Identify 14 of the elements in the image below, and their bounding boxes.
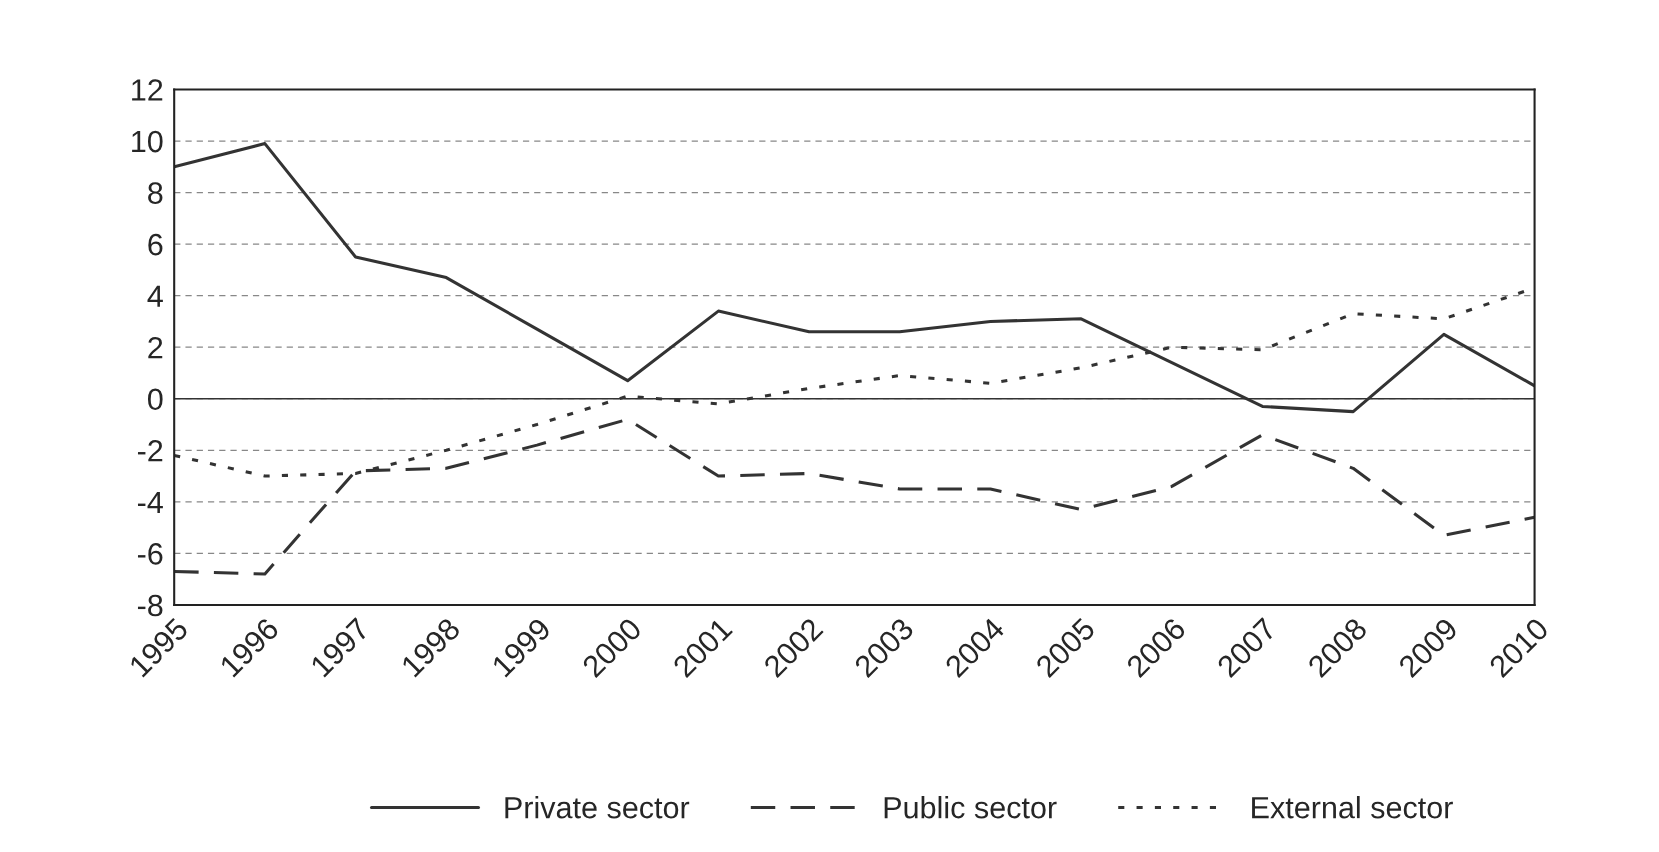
y-tick-label: 12	[132, 79, 163, 101]
y-tick-label: -8	[137, 594, 163, 617]
y-tick-label: 2	[148, 336, 163, 359]
y-tick-label: 0	[147, 388, 163, 411]
y-tick-label: -4	[137, 491, 163, 513]
y-tick-label: 6	[148, 233, 163, 256]
y-tick-label: 4	[147, 285, 163, 307]
y-tick-label: 10	[132, 130, 163, 153]
legend-label: Public sector	[884, 796, 1057, 819]
y-tick-label: -6	[137, 543, 163, 565]
y-tick-label: 8	[148, 182, 163, 204]
legend-label: Private sector	[505, 796, 690, 819]
legend-label: External sector	[1252, 796, 1453, 819]
y-tick-label: -2	[137, 440, 163, 462]
